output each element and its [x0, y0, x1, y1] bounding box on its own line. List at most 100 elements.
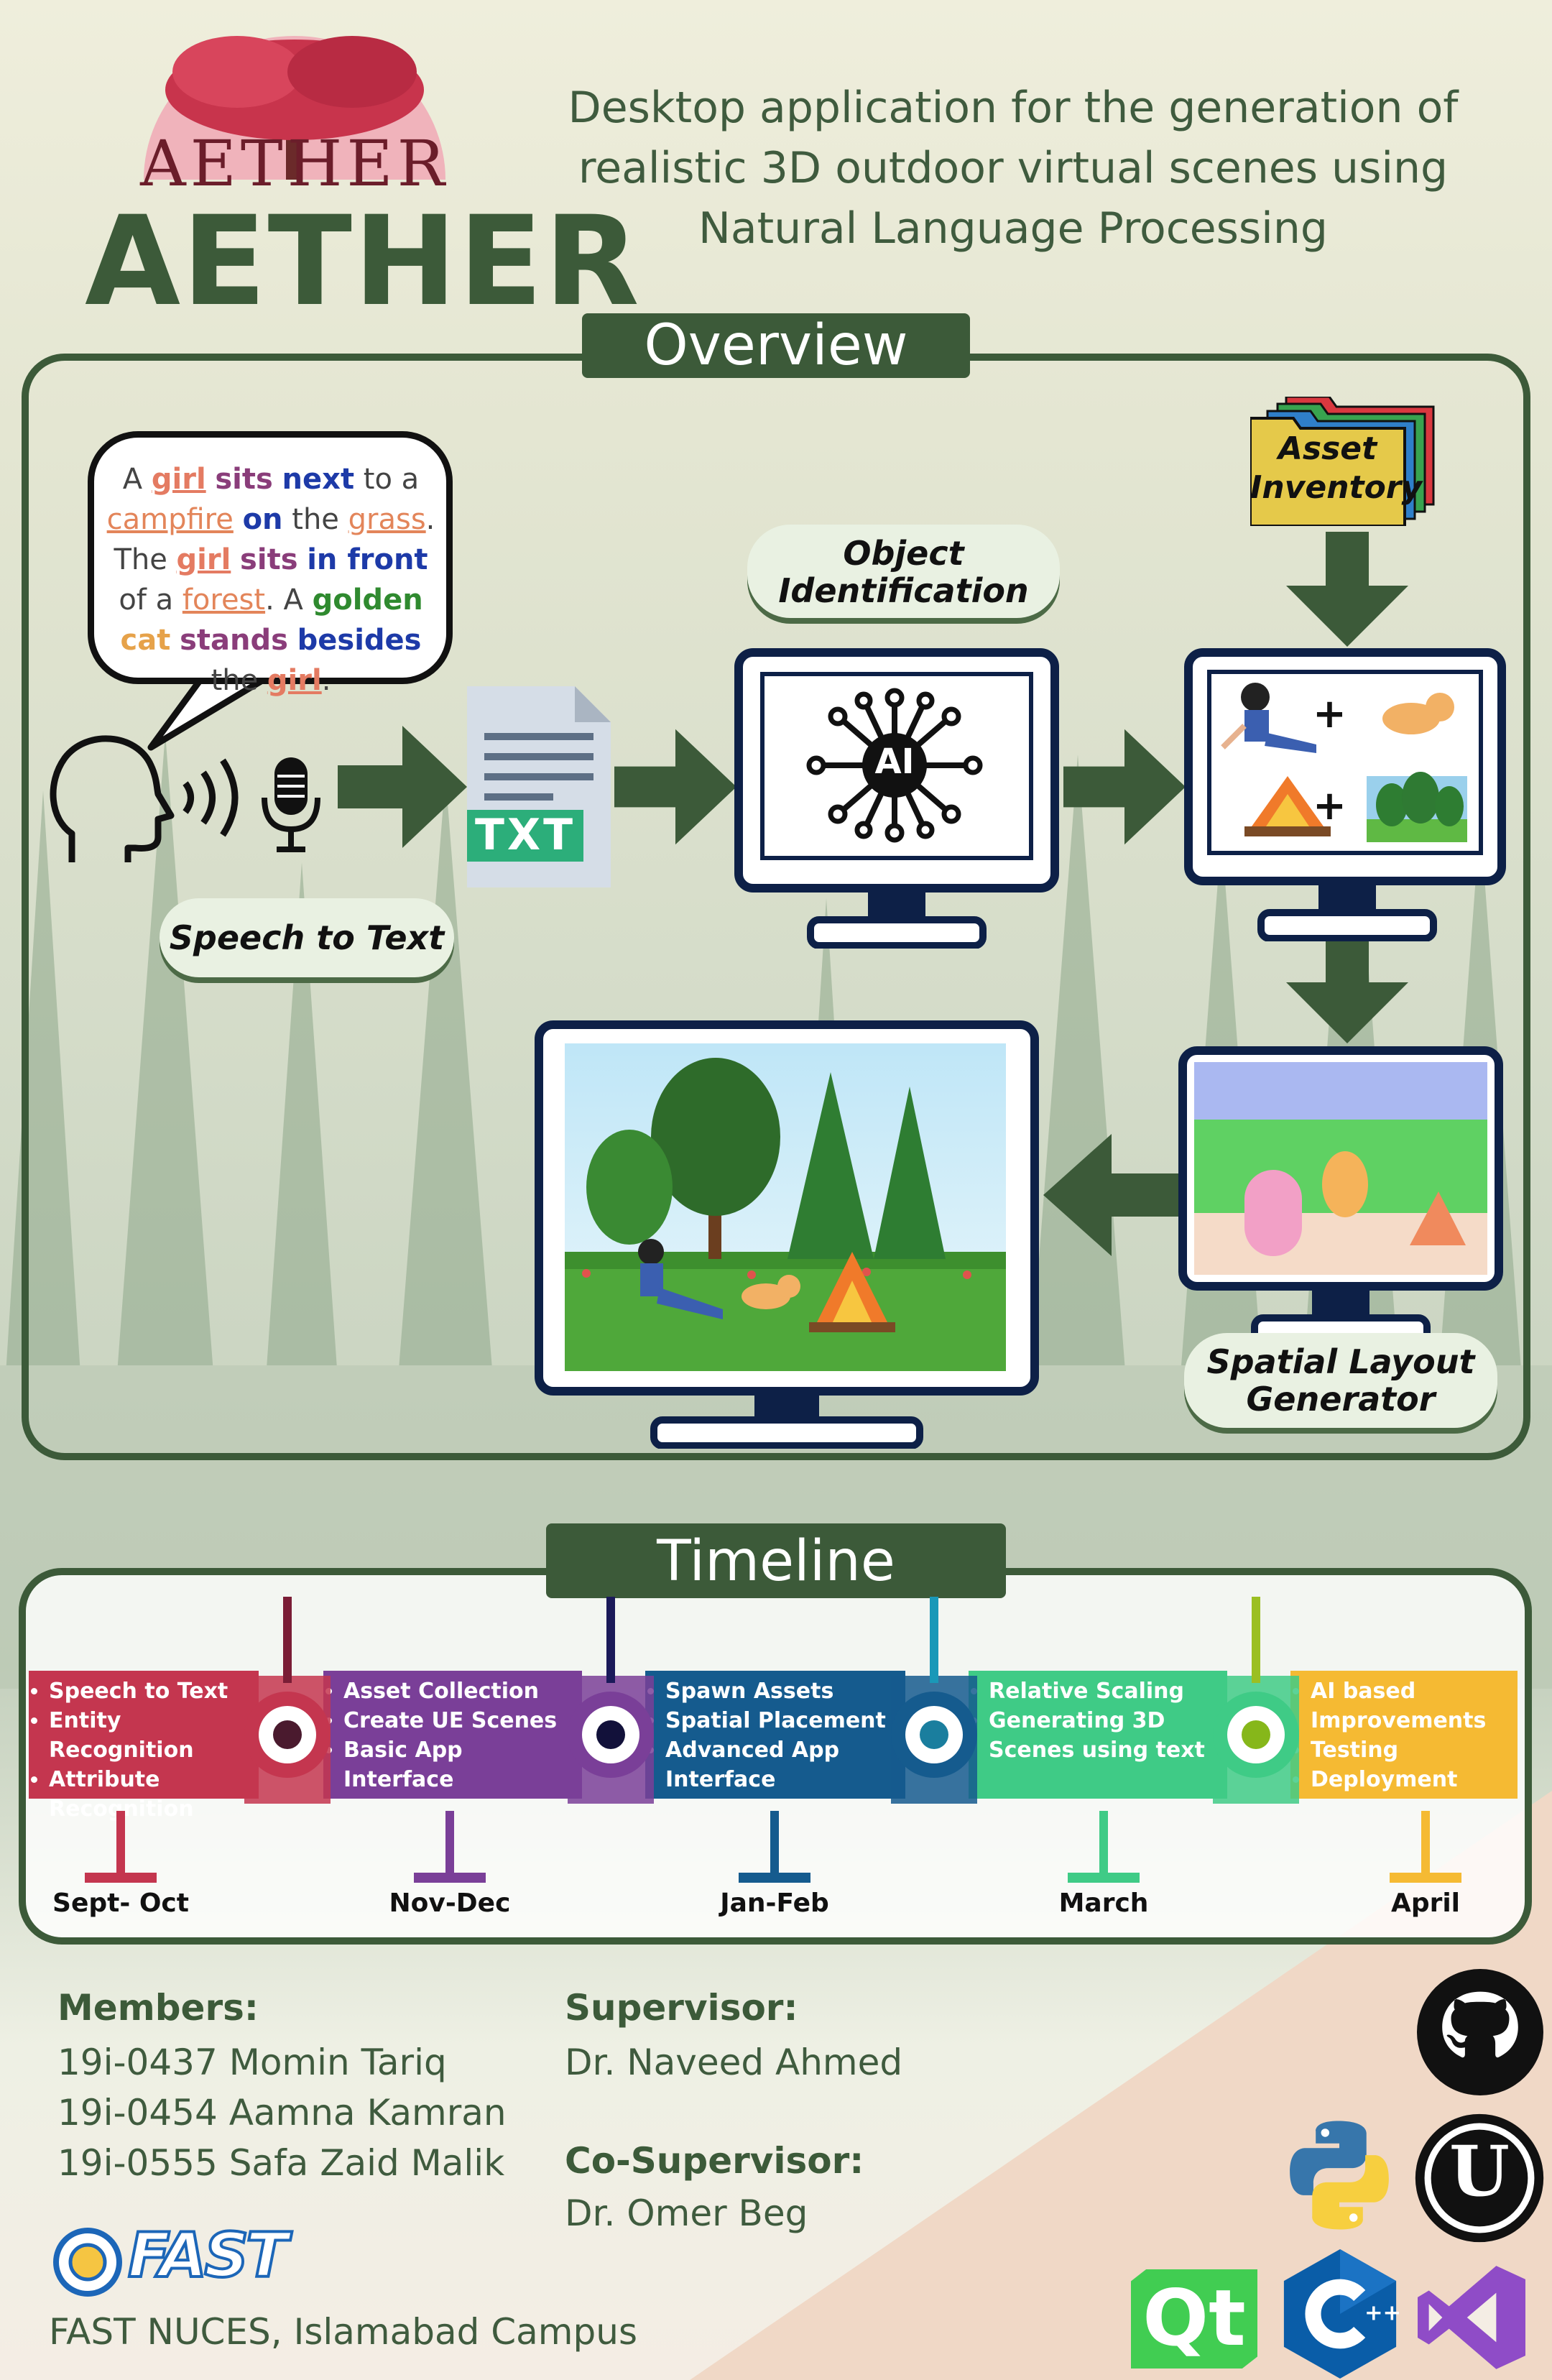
timeline-tick	[414, 1811, 486, 1883]
object-identification-line: Object	[843, 534, 964, 573]
svg-text:+: +	[1313, 691, 1347, 737]
co-supervisor-label: Co-Supervisor:	[565, 2140, 864, 2182]
timeline-stem	[1252, 1597, 1260, 1683]
ai-badge: AI	[874, 742, 915, 782]
sentence-token: sits	[215, 463, 273, 496]
sentence-token	[206, 463, 216, 496]
sentence-token	[234, 503, 243, 536]
asset-inventory-line: Inventory	[1250, 469, 1423, 506]
timeline-phase-item: Relative Scaling	[989, 1676, 1227, 1706]
timeline-phase-item: Attribute	[49, 1765, 259, 1794]
timeline-phase-item: Speech to Text	[49, 1676, 259, 1706]
arrow-right-icon	[1063, 729, 1186, 845]
text-document-icon	[467, 686, 611, 887]
sentence-token: forest	[182, 584, 266, 617]
timeline-milestone-icon	[891, 1676, 977, 1804]
sentence-token: girl	[267, 664, 322, 697]
sentence-token: stands	[180, 624, 288, 657]
arrow-down-icon	[1286, 928, 1408, 1043]
headline-line: Natural Language Processing	[698, 203, 1328, 254]
sentence-token	[288, 624, 297, 657]
logo-wordmark: AETHER	[139, 126, 449, 194]
timeline-phase-item: Spawn Assets	[665, 1676, 905, 1706]
timeline-phase-block: Asset CollectionCreate UE ScenesBasic Ap…	[323, 1671, 582, 1799]
monitor-stand	[650, 1394, 923, 1449]
supervisor-label: Supervisor:	[565, 1987, 798, 2029]
timeline-phase-item: Create UE Scenes	[343, 1706, 582, 1735]
timeline-title: Timeline	[546, 1523, 1006, 1598]
sentence-token: The	[114, 543, 177, 576]
timeline-phase-item: Testing	[1311, 1735, 1518, 1765]
speech-bubble: A girl sits next to a campfire on the gr…	[88, 431, 453, 697]
sentence-token: on	[242, 503, 283, 536]
brand-title: AETHER	[85, 189, 641, 333]
timeline-phase-item: Interface	[343, 1767, 454, 1792]
fast-logo: FAST	[126, 2220, 290, 2292]
sentence-token	[231, 543, 240, 576]
arrow-left-icon	[1043, 1134, 1180, 1256]
monitor-stand	[807, 891, 987, 949]
speech-to-text-label: Speech to Text	[160, 898, 454, 977]
timeline-milestone-icon	[568, 1676, 654, 1804]
sentence-token: of a	[119, 584, 183, 617]
txt-badge: TXT	[474, 810, 576, 860]
microphone-icon	[262, 757, 320, 852]
sentence-token: grass	[348, 503, 426, 536]
cpp-icon: ++	[1283, 2249, 1401, 2379]
timeline-tick	[739, 1811, 810, 1883]
sentence-token: girl	[151, 463, 206, 496]
timeline-phase-item: Generating 3D	[989, 1706, 1227, 1735]
sentence-token: A	[122, 463, 152, 496]
timeline-tick	[1068, 1811, 1140, 1883]
members-label: Members:	[57, 1987, 259, 2029]
qt-logo: Qt	[1131, 2269, 1257, 2369]
python-icon	[1290, 2121, 1389, 2230]
member-name: 19i-0454 Aamna Kamran	[57, 2092, 507, 2134]
sentence-token: sits	[240, 543, 298, 576]
svg-text:+: +	[1313, 783, 1347, 829]
unreal-logo-letter: U	[1449, 2131, 1510, 2212]
assets-monitor-inner	[1207, 670, 1483, 855]
timeline-month-label: Sept- Oct	[52, 1888, 189, 1918]
timeline-phase-item: Scenes using text	[989, 1738, 1205, 1763]
sentence-token: girl	[176, 543, 231, 576]
sentence-token	[298, 543, 308, 576]
arrow-right-icon	[614, 729, 736, 845]
timeline-month-label: March	[1058, 1888, 1149, 1918]
timeline-phase-item: Advanced App	[665, 1735, 905, 1765]
sentence-token	[170, 624, 180, 657]
overview-title: Overview	[582, 313, 970, 378]
timeline-month-label: April	[1390, 1888, 1461, 1918]
timeline-phase-block: Speech to TextEntity RecognitionAttribut…	[29, 1671, 259, 1822]
member-name: 19i-0437 Momin Tariq	[57, 2042, 447, 2083]
supervisor-name: Dr. Naveed Ahmed	[565, 2042, 903, 2083]
sentence-token: to a	[354, 463, 420, 496]
sentence-token: in front	[307, 543, 428, 576]
asset-inventory-folder-icon	[1250, 397, 1435, 526]
final-scene-render	[565, 1043, 1006, 1371]
timeline-phase-block: Spawn AssetsSpatial PlacementAdvanced Ap…	[645, 1671, 905, 1799]
timeline-phase-item: Basic App	[343, 1735, 582, 1765]
sentence-token: the	[211, 664, 267, 697]
timeline-month-label: Jan-Feb	[720, 1888, 829, 1918]
sentence-token: the	[282, 503, 348, 536]
member-name: 19i-0555 Safa Zaid Malik	[57, 2142, 505, 2184]
timeline-phase-item: AI based	[1311, 1676, 1518, 1706]
sentence-token	[273, 463, 282, 496]
spatial-layout-line: Spatial Layout	[1206, 1342, 1475, 1381]
speaking-head-icon	[50, 735, 175, 862]
timeline-phase-item: Improvements	[1311, 1708, 1487, 1733]
aether-logo: AETHER	[139, 36, 449, 194]
object-identification-label: Object Identification	[747, 525, 1060, 618]
svg-text:++: ++	[1364, 2300, 1401, 2325]
asset-inventory-label: Asset Inventory	[1250, 430, 1423, 507]
sentence-token: campfire	[106, 503, 234, 536]
input-sentence: A girl sits next to a campfire on the gr…	[106, 459, 436, 701]
timeline-phase-block: Relative ScalingGenerating 3D Scenes usin…	[969, 1671, 1227, 1799]
asset-inventory-line: Asset	[1278, 430, 1377, 467]
members-list: 19i-0437 Momin Tariq 19i-0454 Aamna Kamr…	[57, 2037, 507, 2188]
timeline-month-label: Nov-Dec	[389, 1888, 511, 1918]
timeline-tick	[1390, 1811, 1461, 1883]
timeline-phase-item: Entity Recognition	[49, 1706, 259, 1765]
visual-studio-icon	[1418, 2266, 1525, 2369]
